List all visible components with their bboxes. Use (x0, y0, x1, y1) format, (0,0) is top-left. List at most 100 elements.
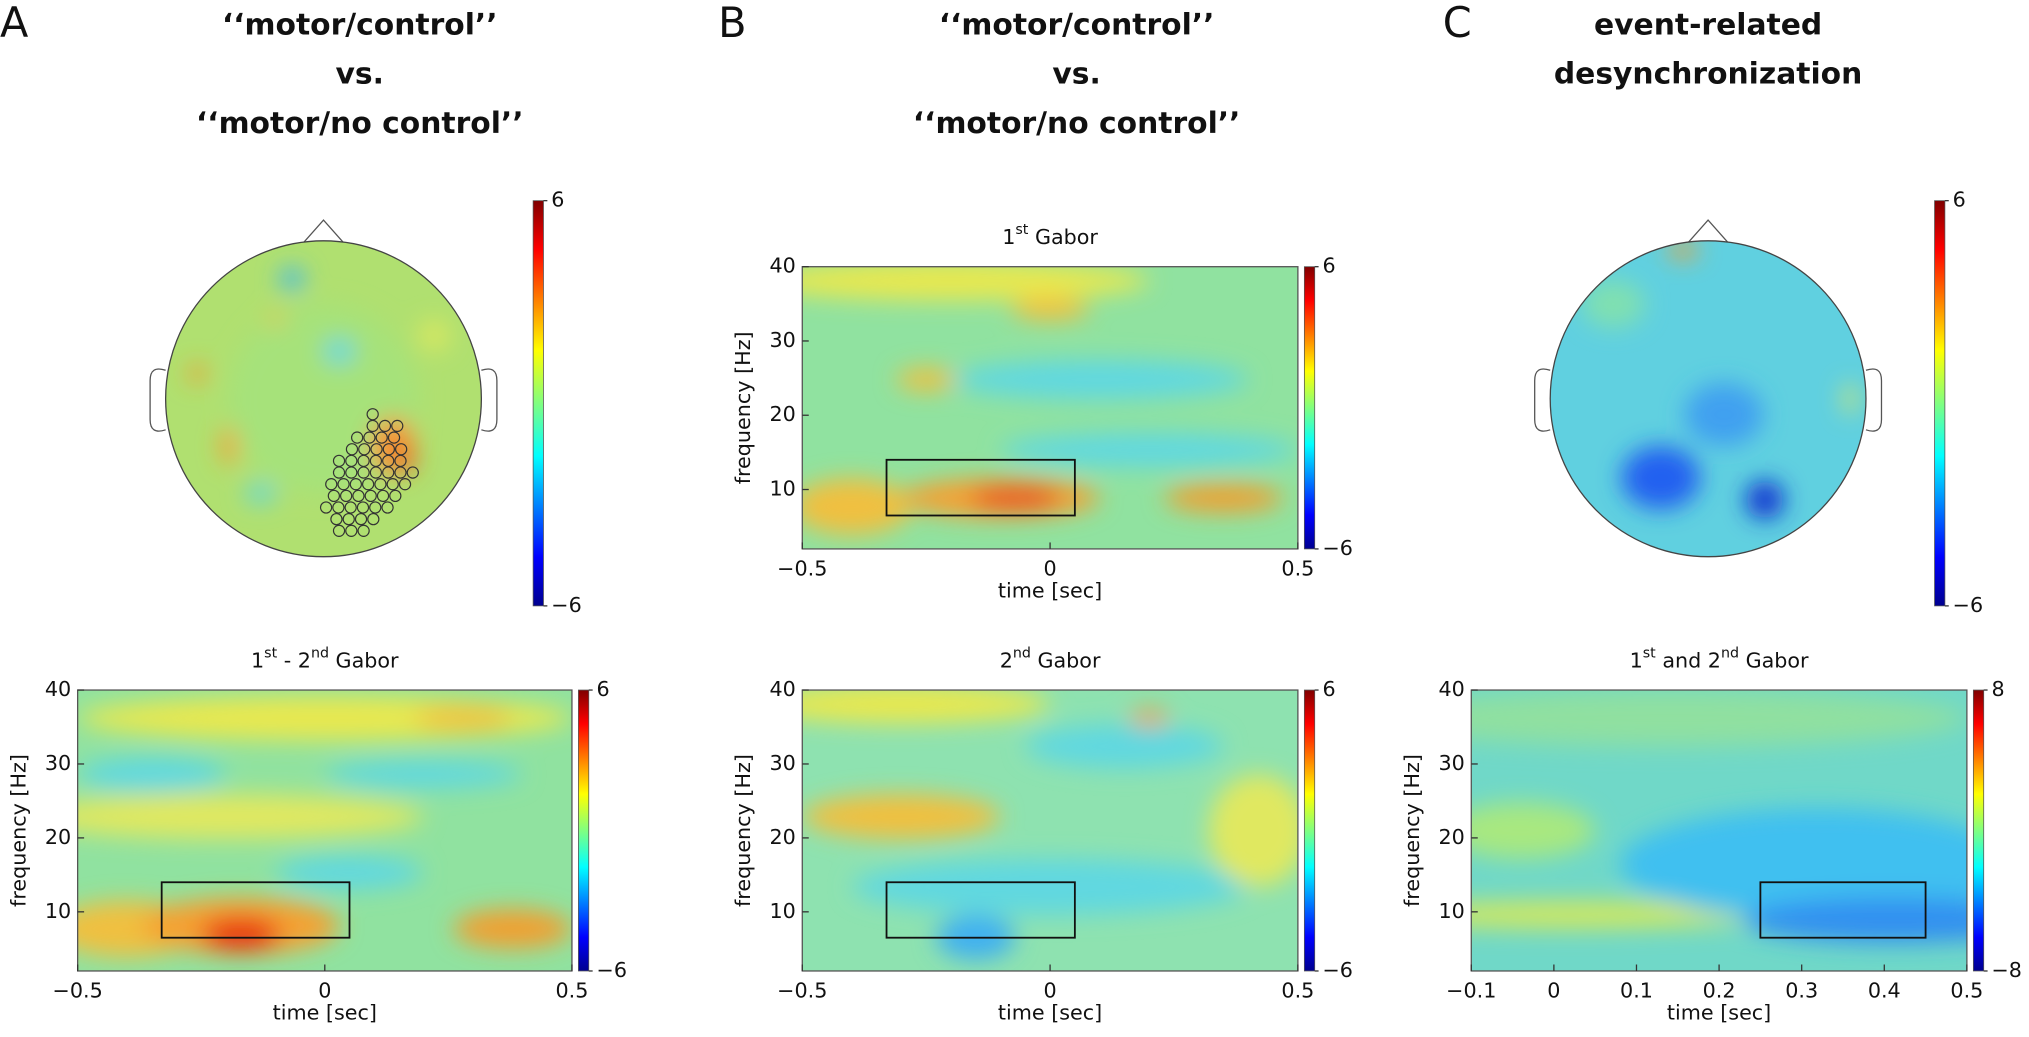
y-tick-label: 40 (769, 254, 795, 278)
colorbar-tick-label: −6 (551, 593, 581, 617)
colorbar (1303, 689, 1316, 972)
map-blob (1000, 433, 1298, 468)
panel-title: 2nd Gabor (1000, 646, 1101, 673)
electrode (357, 466, 370, 479)
electrode (382, 466, 395, 479)
y-tick-label: 20 (769, 825, 795, 849)
title-part: 1 (1630, 649, 1643, 673)
x-tick-label: 0.5 (1950, 979, 1983, 1003)
title-part: st (1015, 222, 1028, 238)
colorbar-tick-label: 8 (1991, 677, 2004, 701)
x-tick-label: 0.5 (556, 979, 589, 1003)
electrode (391, 419, 404, 433)
electrode (352, 489, 365, 502)
map-blob (77, 793, 424, 839)
panel-title: 1st and 2nd Gabor (1630, 646, 1809, 673)
electrode (356, 501, 370, 514)
electrode (398, 478, 412, 491)
y-tick-label: 40 (769, 677, 795, 701)
panel-letter: B (718, 0, 746, 47)
colorbar (1972, 689, 1985, 972)
electrode (375, 431, 388, 444)
title-part: st (264, 646, 277, 662)
x-tick-label: −0.5 (777, 979, 827, 1003)
y-axis-label: frequency [Hz] (731, 754, 755, 907)
colorbar-tick-label: −6 (1322, 536, 1352, 560)
ear (149, 368, 166, 432)
map-blob (1129, 709, 1170, 727)
electrode (367, 512, 380, 526)
electrode (332, 524, 346, 537)
y-tick-label: 40 (45, 677, 71, 701)
panel-letter: C (1443, 0, 1472, 47)
y-tick-label: 30 (769, 328, 795, 352)
map-blob (970, 486, 1060, 510)
y-tick-label: 20 (45, 825, 71, 849)
map-blob (220, 427, 237, 466)
x-tick-label: 0 (1044, 979, 1057, 1003)
electrode (319, 501, 333, 514)
panel-heading: ‘‘motor/no control’’ (913, 106, 1241, 141)
title-part: and 2 (1656, 649, 1721, 673)
electrode (369, 501, 382, 514)
y-axis-label: frequency [Hz] (1400, 754, 1424, 907)
title-part: st (1643, 646, 1656, 662)
electrode (369, 466, 383, 479)
nose (302, 219, 345, 244)
colorbar-tick-label: −6 (597, 958, 627, 982)
electrode (366, 419, 379, 433)
electrode (387, 431, 401, 444)
map-blob (802, 690, 1051, 724)
x-tick-label: 0 (318, 979, 331, 1003)
map-texture (77, 695, 572, 957)
electrode (337, 478, 350, 491)
electrode (406, 466, 419, 479)
electrode (376, 489, 390, 502)
panel-letter: A (0, 0, 28, 47)
map-blob (1010, 297, 1090, 321)
title-part: 2 (1000, 649, 1013, 673)
x-tick-label: −0.1 (1446, 979, 1496, 1003)
map (802, 266, 1298, 549)
map-texture (802, 690, 1298, 960)
map-blob (453, 909, 572, 949)
map-blob (324, 760, 523, 789)
y-axis-label: frequency [Hz] (731, 331, 755, 484)
panel-heading: ‘‘motor/control’’ (939, 7, 1215, 42)
map-blob (268, 313, 285, 327)
colorbar (1934, 200, 1946, 607)
electrode (345, 524, 358, 537)
map-texture (1471, 690, 1967, 943)
map-blob (1684, 382, 1764, 447)
ear (1534, 368, 1551, 432)
panel-heading: desynchronization (1554, 57, 1862, 92)
colorbar-tick-label: −6 (1322, 958, 1352, 982)
y-tick-label: 10 (45, 899, 71, 923)
electrode (344, 501, 357, 514)
ear (1865, 368, 1883, 432)
map-blob (1843, 382, 1857, 415)
title-part: nd (1721, 646, 1739, 662)
title-part: 1 (251, 649, 264, 673)
map-blob (1745, 480, 1784, 519)
title-part: Gabor (1028, 225, 1098, 249)
title-part: 1 (1002, 225, 1015, 249)
title-part: nd (311, 646, 329, 662)
title-part: Gabor (1031, 649, 1101, 673)
map-blob (1208, 774, 1298, 887)
electrode (349, 478, 362, 491)
electrode (394, 466, 407, 479)
title-part: - 2 (277, 649, 311, 673)
map-blob (279, 267, 305, 290)
electrode (345, 466, 358, 479)
electrode (354, 512, 368, 526)
y-tick-label: 30 (45, 751, 71, 775)
panel-heading: vs. (336, 57, 384, 92)
electrode (363, 431, 376, 444)
electrode (364, 489, 377, 502)
y-tick-label: 10 (1438, 899, 1464, 923)
map-blob (802, 793, 1001, 839)
panel-title: 1st - 2nd Gabor (251, 646, 399, 673)
colorbar-tick-label: 6 (551, 188, 564, 212)
